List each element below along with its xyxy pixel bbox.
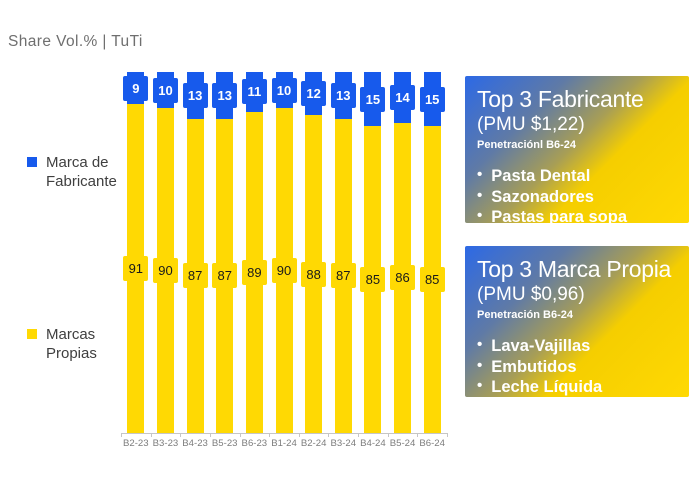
x-axis-tick xyxy=(447,433,448,437)
bar-value-label-fabricante: 15 xyxy=(360,86,386,112)
x-axis-label: B6-23 xyxy=(241,438,268,449)
bar-value-label-fabricante: 10 xyxy=(152,77,178,103)
x-axis-tick xyxy=(210,433,211,437)
panel-subtitle: (PMU $1,22) xyxy=(477,114,585,136)
panel-note: Penetración B6-24 xyxy=(477,309,573,322)
bar-value-label-propias: 87 xyxy=(182,263,208,289)
x-axis-tick xyxy=(269,433,270,437)
list-item: • Sazonadores xyxy=(477,187,677,207)
x-axis-tick xyxy=(358,433,359,437)
x-axis-label: B5-24 xyxy=(389,438,416,449)
bar-value-label-propias: 85 xyxy=(419,267,445,293)
bar-value-label-propias: 91 xyxy=(123,256,149,282)
bar-value-label-propias: 87 xyxy=(330,263,356,289)
x-axis-label: B2-24 xyxy=(300,438,327,449)
bar-value-label-fabricante: 11 xyxy=(241,79,267,105)
bar-value-label-propias: 85 xyxy=(360,267,386,293)
panel-item-label: Sazonadores xyxy=(491,187,594,206)
info-panel-top3-fabricante: Top 3 Fabricante (PMU $1,22) Penetración… xyxy=(465,76,689,226)
bullet-icon: • xyxy=(477,377,483,395)
info-panel-top3-marca-propia: Top 3 Marca Propia (PMU $0,96) Penetraci… xyxy=(465,246,689,397)
legend-item-propias: Marcas Propias xyxy=(27,325,134,363)
chart-plot: 9 91 10 90 13 87 13 87 11 89 10 90 12 88 13 87 15 85 14 86 1… xyxy=(121,72,447,433)
legend-label-fabricante: Marca de Fabricante xyxy=(46,154,117,190)
panel-subtitle: (PMU $0,96) xyxy=(477,284,585,306)
x-axis-label: B2-23 xyxy=(123,438,149,449)
list-item: • Embutidos xyxy=(477,357,677,377)
x-axis-label: B3-24 xyxy=(330,438,357,449)
x-axis-label: B5-23 xyxy=(211,438,238,449)
bar-value-label-propias: 88 xyxy=(301,261,327,287)
x-axis-tick xyxy=(299,433,300,437)
bar-value-label-propias: 86 xyxy=(390,265,416,291)
bar-value-label-fabricante: 13 xyxy=(330,82,356,108)
legend-swatch-fabricante-icon xyxy=(27,157,37,167)
list-item: • Leche Líquida xyxy=(477,377,677,397)
x-axis-line xyxy=(121,433,447,434)
page-title: Share Vol.% | TuTi xyxy=(8,33,143,50)
bar-value-label-fabricante: 13 xyxy=(182,82,208,108)
x-axis-label: B1-24 xyxy=(271,438,297,449)
x-axis-label: B3-23 xyxy=(152,438,179,449)
panel-item-list: • Pasta Dental • Sazonadores • Pastas para … xyxy=(477,166,677,227)
panel-item-label: Pastas para sopa xyxy=(491,208,628,227)
bullet-icon: • xyxy=(477,166,483,184)
list-item: • Pasta Dental xyxy=(477,166,677,186)
x-axis-tick xyxy=(151,433,152,437)
panel-item-label: Lava-Vajillas xyxy=(491,337,591,356)
x-axis-tick xyxy=(328,433,329,437)
bar-value-label-propias: 87 xyxy=(212,263,238,289)
panel-item-label: Pasta Dental xyxy=(491,167,591,186)
bullet-icon: • xyxy=(477,207,483,225)
bullet-icon: • xyxy=(477,356,483,374)
bar-value-label-fabricante: 15 xyxy=(419,86,445,112)
list-item: • Pastas para sopa xyxy=(477,207,677,227)
x-axis-label: B6-24 xyxy=(419,438,445,449)
x-axis-tick xyxy=(180,433,181,437)
legend-item-fabricante: Marca de Fabricante xyxy=(27,153,134,191)
bar-value-label-fabricante: 13 xyxy=(212,82,238,108)
legend-label-propias: Marcas Propias xyxy=(46,326,97,362)
legend-swatch-propias-icon xyxy=(27,329,37,339)
panel-item-list: • Lava-Vajillas • Embutidos • Leche Líquida xyxy=(477,336,677,397)
bar-value-label-fabricante: 10 xyxy=(271,77,297,103)
panel-note: Penetraciónl B6-24 xyxy=(477,139,577,152)
x-axis-label: B4-23 xyxy=(182,438,208,449)
bar-value-label-propias: 90 xyxy=(152,258,178,284)
panel-item-label: Leche Líquida xyxy=(491,378,603,397)
x-axis-tick xyxy=(240,433,241,437)
bullet-icon: • xyxy=(477,186,483,204)
panel-item-label: Embutidos xyxy=(491,357,577,376)
bullet-icon: • xyxy=(477,336,483,354)
list-item: • Lava-Vajillas xyxy=(477,336,677,356)
panel-title: Top 3 Fabricante xyxy=(477,86,644,112)
bar-value-label-propias: 89 xyxy=(241,259,267,285)
bar-value-label-fabricante: 14 xyxy=(390,84,416,110)
x-axis-tick xyxy=(417,433,418,437)
x-axis-tick xyxy=(388,433,389,437)
panel-title: Top 3 Marca Propia xyxy=(477,256,672,282)
x-axis-label: B4-24 xyxy=(360,438,386,449)
bar-value-label-fabricante: 9 xyxy=(123,75,149,101)
bar-value-label-propias: 90 xyxy=(271,258,297,284)
bar-value-label-fabricante: 12 xyxy=(301,81,327,107)
x-axis-tick xyxy=(121,433,122,437)
